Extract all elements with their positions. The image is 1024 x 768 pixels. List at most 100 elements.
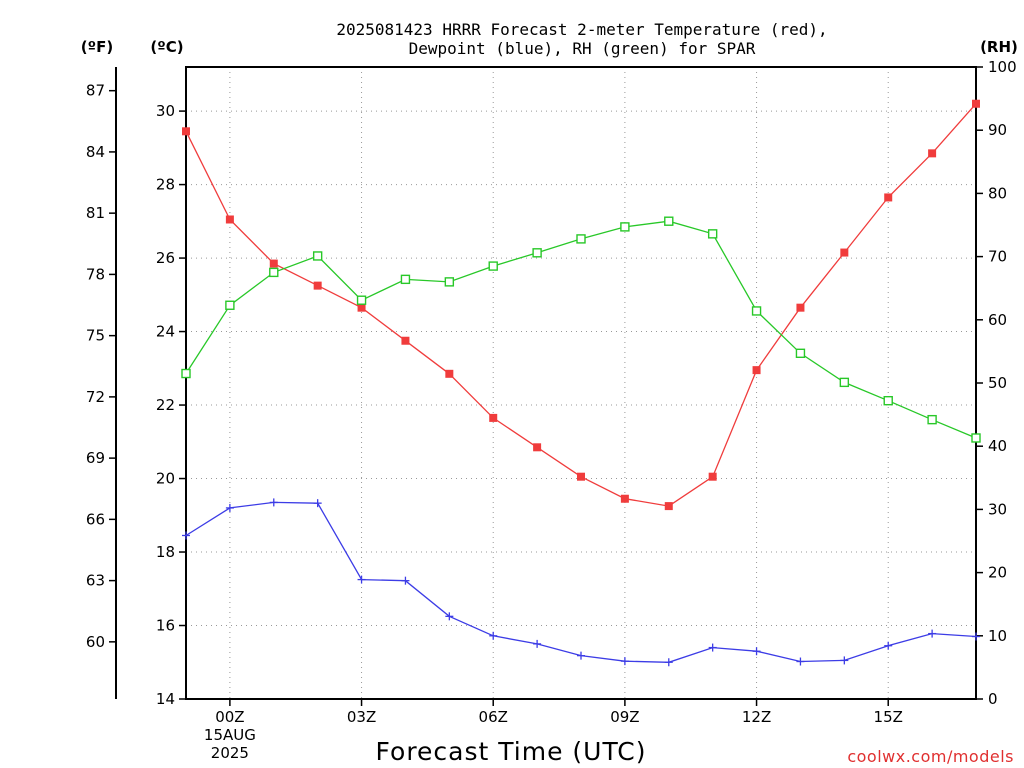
- series: [181, 99, 981, 667]
- rh-tick-label: 70: [988, 248, 1007, 266]
- rh-point: [400, 274, 411, 285]
- rh-tick-label: 80: [988, 184, 1007, 202]
- temperature-point: [708, 472, 717, 481]
- rh-tick-label: 100: [988, 58, 1017, 76]
- x-tick-label: 15Z: [874, 708, 903, 726]
- dewpoint-point: [269, 498, 278, 507]
- temperature-line: [185, 103, 977, 507]
- rh-tick-label: 50: [988, 374, 1007, 392]
- dewpoint-point: [401, 576, 410, 585]
- rh-point: [664, 216, 674, 226]
- x-tick-label: 03Z: [347, 708, 376, 726]
- dewpoint-point: [357, 575, 366, 584]
- x-tick-label: 00Z: [215, 708, 244, 726]
- celsius-tick-label: 30: [156, 102, 175, 120]
- dewpoint-point: [313, 499, 322, 508]
- temperature-point: [445, 369, 454, 378]
- fahrenheit-tick-label: 66: [86, 510, 105, 528]
- temperature-point: [972, 99, 980, 108]
- rh-point: [225, 300, 235, 310]
- dewpoint-point: [752, 647, 761, 656]
- temperature-series: [182, 99, 980, 511]
- celsius-tick-label: 26: [156, 249, 175, 267]
- fahrenheit-tick-label: 63: [86, 572, 105, 590]
- rh-point: [356, 295, 367, 305]
- celsius-tick-label: 28: [156, 176, 175, 194]
- x-tick-label: 09Z: [610, 708, 639, 726]
- rh-point: [751, 306, 762, 316]
- temperature-point: [225, 215, 234, 224]
- celsius-tick-label: 14: [156, 690, 175, 708]
- dewpoint-point: [620, 657, 629, 666]
- rh-point: [269, 267, 279, 278]
- temperature-point: [357, 303, 366, 312]
- rh-tick-label: 40: [988, 437, 1007, 455]
- celsius-tick-label: 16: [156, 617, 175, 635]
- temperature-point: [664, 502, 673, 511]
- temperature-point: [620, 494, 629, 503]
- celsius-unit-label: (ºC): [150, 38, 183, 56]
- rh-point: [839, 377, 850, 388]
- axes: 14 16 18 20 22 24 26 28 30 60 63 66 69 72 75 78 81 84 87 0 1…: [86, 58, 1017, 762]
- dewpoint-point: [445, 612, 454, 621]
- rh-tick-label: 30: [988, 500, 1007, 518]
- rh-point: [488, 261, 498, 271]
- rh-series: [181, 216, 981, 443]
- fahrenheit-tick-label: 87: [86, 82, 105, 100]
- credit-label: coolwx.com/models: [847, 747, 1014, 766]
- temperature-point: [313, 281, 322, 290]
- x-tick-label: 06Z: [479, 708, 508, 726]
- celsius-tick-label: 24: [156, 323, 175, 341]
- rh-tick-label: 10: [988, 627, 1007, 645]
- rh-tick-label: 20: [988, 564, 1007, 582]
- rh-point: [927, 414, 937, 425]
- dewpoint-point: [225, 503, 234, 512]
- x-tick-label: 12Z: [742, 708, 771, 726]
- dewpoint-point: [840, 656, 849, 665]
- temperature-point: [928, 149, 937, 158]
- rh-point: [532, 248, 542, 258]
- fahrenheit-tick-label: 78: [86, 265, 105, 283]
- temperature-point: [796, 303, 805, 312]
- temperature-point: [752, 366, 761, 375]
- temperature-point: [269, 259, 278, 268]
- temperature-point: [884, 193, 893, 202]
- celsius-tick-label: 20: [156, 470, 175, 488]
- dewpoint-point: [796, 657, 805, 666]
- dewpoint-point: [972, 632, 980, 641]
- rh-tick-label: 60: [988, 311, 1007, 329]
- chart-title-line2: Dewpoint (blue), RH (green) for SPAR: [409, 39, 756, 58]
- grid-lines: [186, 67, 976, 699]
- chart-title-line1: 2025081423 HRRR Forecast 2-meter Tempera…: [336, 20, 827, 39]
- rh-point: [971, 433, 981, 443]
- dewpoint-point: [533, 639, 542, 648]
- rh-point: [444, 277, 455, 287]
- rh-unit-label: (RH): [980, 38, 1018, 56]
- plot-frame: [185, 66, 977, 700]
- x-tick-year-label: 2025: [211, 744, 249, 762]
- dewpoint-point: [884, 641, 893, 650]
- rh-point: [883, 395, 893, 406]
- temperature-point: [401, 336, 410, 345]
- rh-point: [795, 348, 806, 358]
- rh-point: [576, 234, 586, 244]
- dewpoint-series: [182, 498, 980, 667]
- rh-tick-label: 0: [988, 690, 998, 708]
- rh-tick-label: 90: [988, 121, 1007, 139]
- dewpoint-point: [577, 651, 585, 660]
- dewpoint-line: [185, 501, 977, 663]
- temperature-point: [533, 443, 542, 452]
- rh-point: [707, 229, 718, 239]
- temperature-point: [840, 248, 849, 257]
- fahrenheit-tick-label: 69: [86, 449, 105, 467]
- rh-point: [312, 251, 323, 261]
- fahrenheit-tick-label: 75: [86, 327, 105, 345]
- x-tick-date-label: 15AUG: [204, 726, 256, 744]
- fahrenheit-tick-label: 60: [86, 633, 105, 651]
- temperature-point: [182, 127, 190, 136]
- fahrenheit-tick-label: 84: [86, 143, 105, 161]
- dewpoint-point: [708, 643, 717, 652]
- fahrenheit-unit-label: (ºF): [81, 38, 113, 56]
- dewpoint-point: [928, 629, 937, 638]
